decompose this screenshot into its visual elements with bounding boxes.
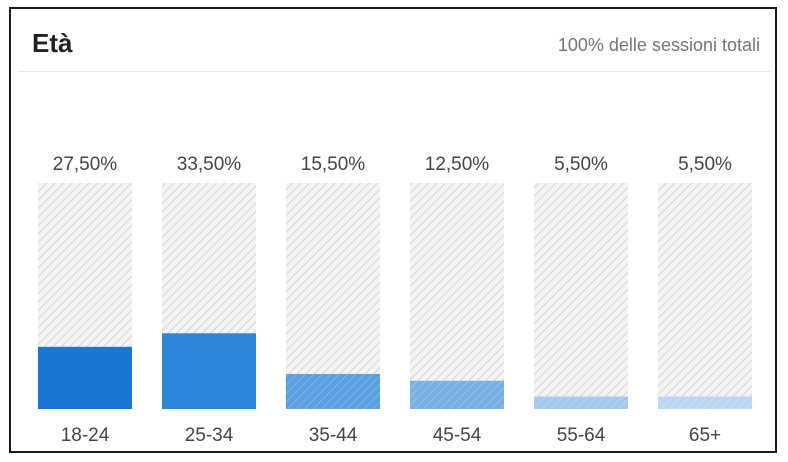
bar-track bbox=[534, 183, 628, 409]
category-label: 55-64 bbox=[557, 425, 606, 446]
bar-25-34[interactable] bbox=[162, 333, 256, 409]
value-label: 27,50% bbox=[53, 154, 118, 175]
category-label: 45-54 bbox=[433, 425, 482, 446]
bar-texture bbox=[410, 380, 504, 409]
category-label: 65+ bbox=[689, 425, 721, 446]
sessions-summary: 100% delle sessioni totali bbox=[557, 35, 760, 55]
age-card bbox=[9, 7, 777, 453]
header-divider bbox=[18, 71, 770, 72]
value-label: 33,50% bbox=[177, 154, 242, 175]
category-label: 18-24 bbox=[61, 425, 110, 446]
bar-track bbox=[410, 183, 504, 409]
category-label: 25-34 bbox=[185, 425, 234, 446]
bar-texture bbox=[534, 396, 628, 409]
bar-track bbox=[658, 183, 752, 409]
card-title: Età bbox=[32, 28, 73, 58]
bar-18-24[interactable] bbox=[38, 346, 132, 409]
bar-texture bbox=[286, 373, 380, 409]
value-label: 5,50% bbox=[678, 154, 732, 175]
bar-texture bbox=[658, 396, 752, 409]
category-label: 35-44 bbox=[309, 425, 358, 446]
value-label: 15,50% bbox=[301, 154, 366, 175]
value-label: 5,50% bbox=[554, 154, 608, 175]
bar-track bbox=[286, 183, 380, 409]
value-label: 12,50% bbox=[425, 154, 490, 175]
